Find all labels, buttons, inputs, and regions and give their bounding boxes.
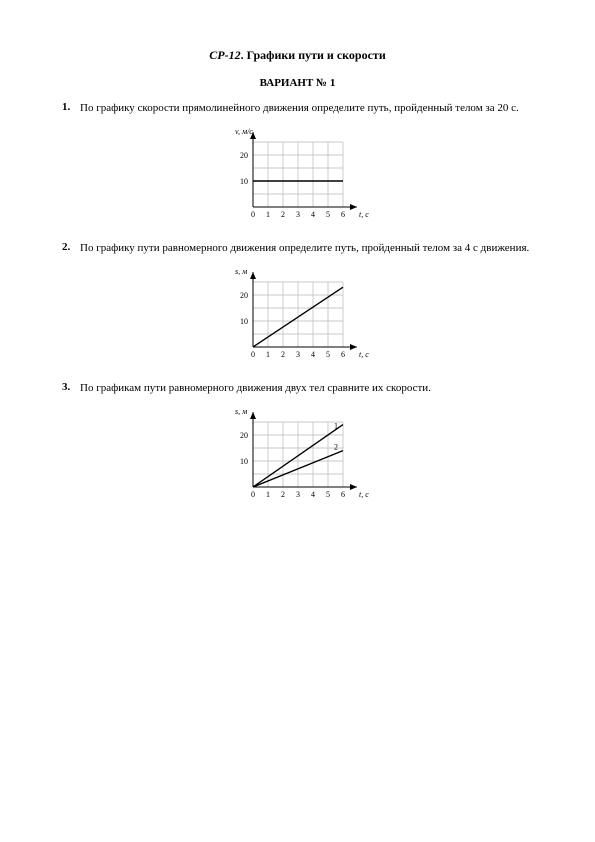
svg-text:0: 0 <box>251 350 255 359</box>
svg-text:5: 5 <box>326 210 330 219</box>
svg-text:10: 10 <box>240 317 248 326</box>
svg-text:20: 20 <box>240 431 248 440</box>
svg-text:t, с: t, с <box>359 210 369 219</box>
svg-text:2: 2 <box>334 442 338 451</box>
svg-text:6: 6 <box>341 210 345 219</box>
svg-text:10: 10 <box>240 457 248 466</box>
svg-text:1: 1 <box>266 350 270 359</box>
svg-text:2: 2 <box>281 490 285 499</box>
problem-text: По графику пути равномерного движения оп… <box>80 241 533 256</box>
svg-text:1: 1 <box>266 210 270 219</box>
problem-text: По графику скорости прямолинейного движе… <box>80 101 533 116</box>
page-title: СР-12. Графики пути и скорости <box>62 48 533 63</box>
svg-text:3: 3 <box>296 490 300 499</box>
svg-text:s, м: s, м <box>235 407 247 416</box>
svg-text:6: 6 <box>341 350 345 359</box>
svg-text:1: 1 <box>334 421 338 430</box>
svg-text:6: 6 <box>341 490 345 499</box>
svg-text:10: 10 <box>240 177 248 186</box>
problem-1: 1. По графику скорости прямолинейного дв… <box>62 101 533 116</box>
problem-3: 3. По графикам пути равномерного движени… <box>62 381 533 396</box>
svg-text:0: 0 <box>251 490 255 499</box>
chart-2: 0 1 2 3 4 5 6 10 20 s, м t, с <box>62 262 533 367</box>
svg-text:5: 5 <box>326 490 330 499</box>
problem-text: По графикам пути равномерного движения д… <box>80 381 533 396</box>
svg-text:3: 3 <box>296 210 300 219</box>
problem-number: 2. <box>62 241 80 256</box>
svg-text:2: 2 <box>281 210 285 219</box>
problem-number: 3. <box>62 381 80 396</box>
variant-subtitle: ВАРИАНТ № 1 <box>62 77 533 89</box>
problem-number: 1. <box>62 101 80 116</box>
svg-text:20: 20 <box>240 291 248 300</box>
svg-text:2: 2 <box>281 350 285 359</box>
svg-text:v, м/с: v, м/с <box>235 127 253 136</box>
svg-text:5: 5 <box>326 350 330 359</box>
svg-text:t, с: t, с <box>359 490 369 499</box>
svg-text:1: 1 <box>266 490 270 499</box>
svg-text:4: 4 <box>311 210 315 219</box>
title-rest: . Графики пути и скорости <box>241 48 386 62</box>
title-prefix: СР-12 <box>209 48 240 62</box>
svg-text:4: 4 <box>311 490 315 499</box>
svg-text:s, м: s, м <box>235 267 247 276</box>
svg-text:t, с: t, с <box>359 350 369 359</box>
svg-text:4: 4 <box>311 350 315 359</box>
svg-text:20: 20 <box>240 151 248 160</box>
chart-1: 0 1 2 3 4 5 6 10 20 v, м/с t, с <box>62 122 533 227</box>
problem-2: 2. По графику пути равномерного движения… <box>62 241 533 256</box>
chart-3: 0 1 2 3 4 5 6 10 20 s, м t, с 1 2 <box>62 402 533 507</box>
svg-text:0: 0 <box>251 210 255 219</box>
svg-text:3: 3 <box>296 350 300 359</box>
